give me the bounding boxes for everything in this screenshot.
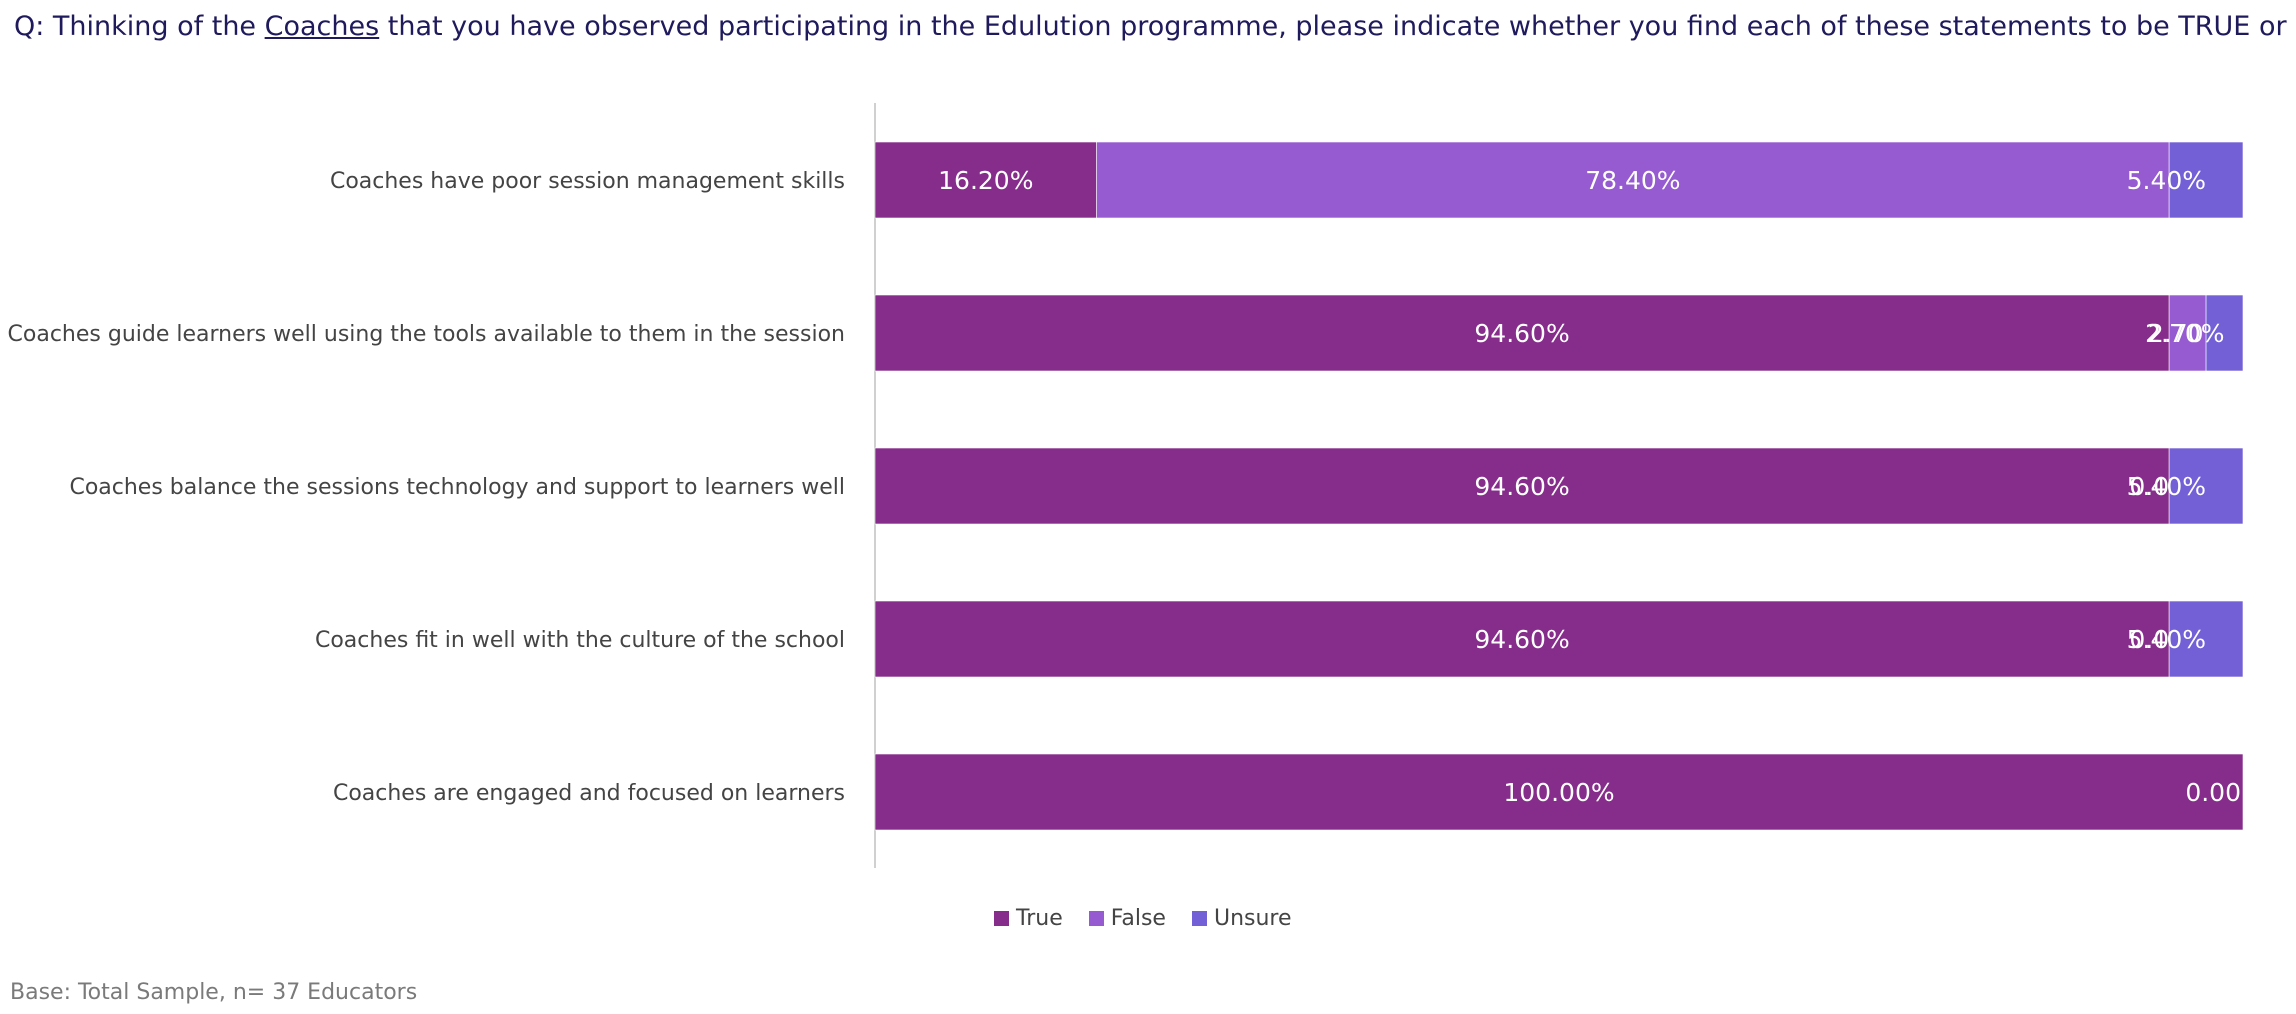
data-label-false: 0.00 — [2185, 778, 2241, 807]
category-label: Coaches balance the sessions technology … — [69, 475, 845, 500]
data-label-unsure: 5.40% — [2127, 166, 2206, 195]
legend-label-true: True — [1016, 906, 1063, 931]
question-suffix: that you have observed participating in … — [379, 11, 2296, 42]
question-title: Q: Thinking of the Coaches that you have… — [14, 10, 2296, 44]
category-label: Coaches have poor session management ski… — [330, 169, 845, 194]
bar-segment-false — [2168, 294, 2207, 372]
bar-segment-true — [874, 753, 2244, 831]
data-label-true: 94.60% — [1474, 319, 1569, 348]
question-emphasis: Coaches — [264, 11, 380, 42]
category-label: Coaches guide learners well using the to… — [8, 322, 845, 347]
data-label-unsure: 2.70% — [2145, 319, 2224, 348]
legend-swatch-false — [1088, 911, 1104, 926]
data-label-false: 78.40% — [1585, 166, 1680, 195]
data-label-unsure: 5.40% — [2127, 625, 2206, 654]
bar-segment-true — [874, 600, 2170, 678]
question-prefix: Q: Thinking of the — [14, 11, 265, 42]
legend-item-false: False — [1088, 906, 1166, 931]
data-label-true: 94.60% — [1474, 472, 1569, 501]
data-label-unsure: 5.40% — [2127, 472, 2206, 501]
bar-segment-true — [874, 294, 2170, 372]
legend-item-true: True — [994, 906, 1063, 931]
data-label-true: 16.20% — [938, 166, 1033, 195]
legend-swatch-true — [994, 911, 1009, 926]
bar-segment-false — [1096, 141, 2170, 219]
legend-label-unsure: Unsure — [1213, 906, 1292, 931]
data-label-true: 94.60% — [1474, 625, 1569, 654]
legend-item-unsure: Unsure — [1191, 906, 1292, 931]
chart-legend: True False Unsure — [994, 906, 1292, 931]
base-footnote: Base: Total Sample, n= 37 Educators — [10, 980, 418, 1005]
bar-segment-unsure — [2168, 141, 2244, 219]
bar-segment-true — [874, 141, 1097, 219]
legend-swatch-unsure — [1191, 911, 1207, 926]
category-label: Coaches fit in well with the culture of … — [315, 628, 845, 653]
bar-segment-unsure — [2168, 447, 2244, 525]
data-label-true: 100.00% — [1503, 778, 1614, 807]
bar-segment-unsure — [2205, 294, 2244, 372]
bar-segment-unsure — [2168, 600, 2244, 678]
category-label: Coaches are engaged and focused on learn… — [333, 781, 845, 806]
bar-segment-true — [874, 447, 2170, 525]
legend-label-false: False — [1110, 906, 1166, 931]
